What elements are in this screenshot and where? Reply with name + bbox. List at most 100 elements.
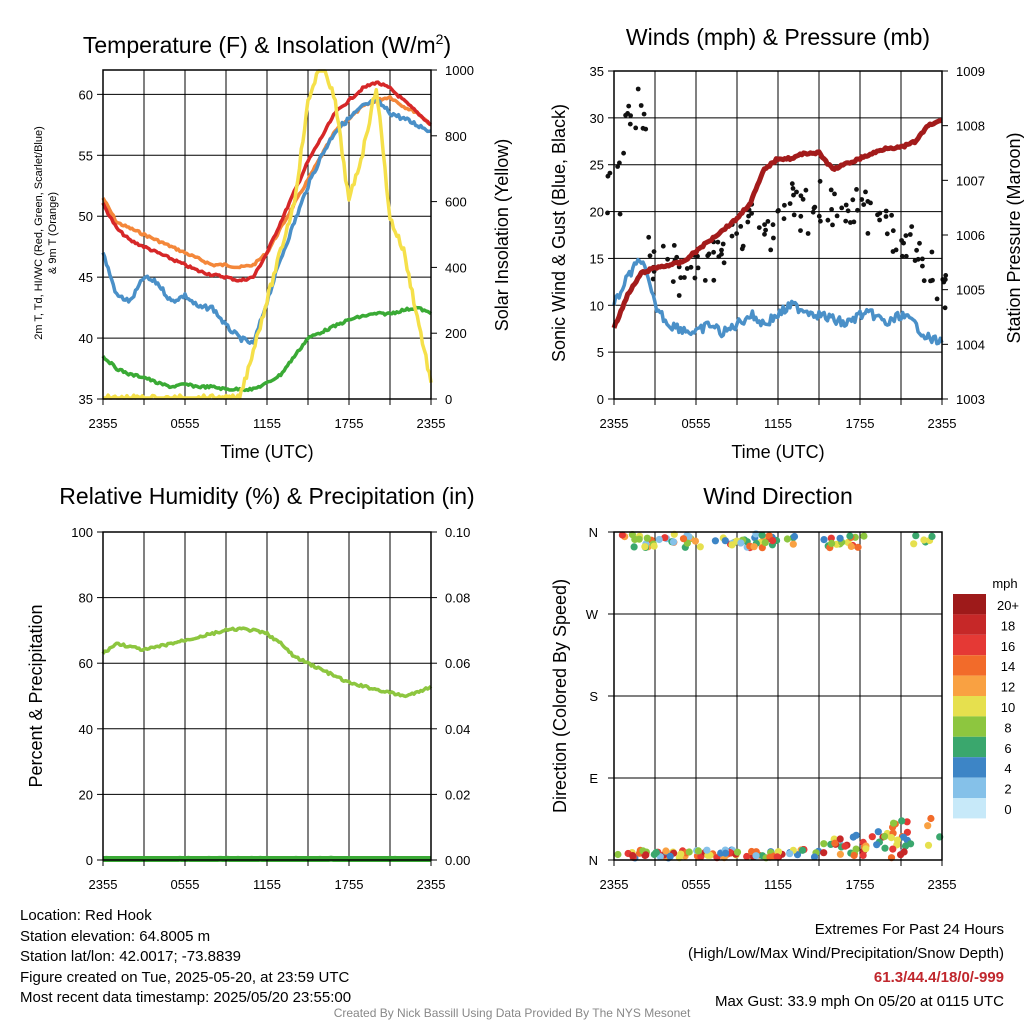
direction-point bbox=[750, 543, 758, 551]
legend-label: 6 bbox=[1004, 741, 1011, 756]
legend-swatch bbox=[953, 634, 986, 656]
gust-point bbox=[805, 231, 811, 236]
direction-point bbox=[721, 537, 729, 545]
y-tick-label: N bbox=[589, 525, 598, 540]
direction-point bbox=[828, 539, 836, 548]
gust-point bbox=[762, 222, 767, 228]
direction-point bbox=[694, 847, 703, 855]
gust-point bbox=[671, 243, 677, 248]
winds-title: Winds (mph) & Pressure (mb) bbox=[626, 24, 930, 50]
direction-point bbox=[854, 543, 862, 551]
y-tick-label: 80 bbox=[79, 591, 93, 606]
gust-point bbox=[890, 228, 896, 234]
x-tick-label: 2355 bbox=[417, 416, 446, 431]
gust-point bbox=[934, 296, 940, 302]
gust-point bbox=[899, 253, 905, 259]
gust-point bbox=[855, 207, 860, 213]
gust-point bbox=[861, 202, 867, 208]
gust-point bbox=[617, 160, 622, 166]
gust-point bbox=[605, 173, 611, 179]
gust-point bbox=[789, 181, 795, 187]
gust-point bbox=[628, 113, 633, 118]
direction-point bbox=[898, 817, 906, 825]
y2-tick-label: 0.10 bbox=[445, 525, 470, 540]
direction-point bbox=[642, 851, 650, 859]
gust-point bbox=[695, 253, 700, 259]
direction-ylabel-left: Direction (Colored By Speed) bbox=[550, 579, 570, 813]
y2-tick-label: 0.06 bbox=[445, 656, 470, 671]
gust-point bbox=[646, 234, 652, 240]
station-latlon: Station lat/lon: 42.0017; -73.8839 bbox=[20, 948, 242, 965]
gust-point bbox=[798, 228, 803, 234]
direction-point bbox=[920, 536, 928, 544]
gust-point bbox=[877, 217, 882, 223]
direction-point bbox=[677, 850, 685, 858]
gust-point bbox=[803, 187, 809, 193]
direction-point bbox=[679, 535, 688, 543]
gust-point bbox=[798, 193, 804, 199]
gust-point bbox=[782, 202, 787, 208]
direction-point bbox=[789, 540, 797, 548]
direction-point bbox=[846, 532, 854, 540]
gust-point bbox=[770, 222, 776, 228]
y-tick-label: E bbox=[589, 771, 598, 786]
direction-point bbox=[655, 535, 663, 544]
direction-point bbox=[696, 543, 704, 551]
y2-tick-label: 1006 bbox=[956, 228, 985, 243]
extremes-heading: Extremes For Past 24 Hours bbox=[814, 921, 1004, 938]
y-tick-label: 45 bbox=[79, 270, 93, 285]
gust-point bbox=[798, 213, 804, 219]
direction-point bbox=[903, 818, 911, 826]
x-tick-label: 2355 bbox=[600, 877, 629, 892]
y2-tick-label: 1000 bbox=[445, 63, 474, 78]
direction-title: Wind Direction bbox=[703, 483, 853, 509]
gust-point bbox=[810, 209, 816, 215]
direction-gridlines bbox=[614, 532, 942, 860]
x-tick-label: 1155 bbox=[253, 877, 281, 892]
gust-point bbox=[762, 231, 767, 237]
x-tick-label: 1155 bbox=[764, 416, 792, 431]
gust-point bbox=[641, 111, 647, 117]
temperature-ticks: 2355 0555 1155 1755 235535404550556002004006… bbox=[79, 63, 474, 431]
temperature-ylabel-right: Solar Insolation (Yellow) bbox=[492, 139, 512, 331]
direction-point bbox=[662, 847, 670, 855]
winds-ylabel-right: Station Pressure (Maroon) bbox=[1004, 132, 1024, 343]
gust-point bbox=[883, 214, 889, 219]
gust-point bbox=[647, 253, 653, 259]
temperature-ylabel-line2: & 9m T (Orange) bbox=[47, 192, 59, 274]
gust-point bbox=[907, 232, 913, 237]
y-tick-label: 10 bbox=[590, 298, 604, 313]
direction-point bbox=[790, 532, 799, 541]
y-tick-label: 35 bbox=[590, 64, 604, 79]
gust-point bbox=[738, 224, 744, 229]
direction-point bbox=[685, 848, 693, 856]
gust-point bbox=[660, 243, 666, 249]
gust-point bbox=[684, 266, 690, 271]
gust-point bbox=[818, 218, 823, 224]
direction-point bbox=[903, 828, 912, 836]
direction-point bbox=[881, 832, 889, 841]
legend-swatch bbox=[953, 675, 986, 696]
humidity-gridlines bbox=[103, 532, 431, 860]
gust-point bbox=[702, 278, 708, 283]
y2-tick-label: 800 bbox=[445, 129, 467, 144]
gust-point bbox=[638, 103, 644, 108]
gust-point bbox=[716, 254, 722, 260]
gust-point bbox=[940, 277, 946, 282]
direction-point bbox=[661, 534, 669, 542]
y-tick-label: 40 bbox=[79, 722, 93, 737]
gust-point bbox=[756, 225, 762, 231]
x-tick-label: 2355 bbox=[928, 877, 957, 892]
recent-timestamp: Most recent data timestamp: 2025/05/20 2… bbox=[20, 989, 352, 1006]
direction-point bbox=[827, 534, 835, 542]
gust-point bbox=[903, 233, 909, 239]
y2-tick-label: 0.00 bbox=[445, 853, 470, 868]
direction-point bbox=[798, 846, 807, 854]
direction-point bbox=[733, 848, 742, 856]
gust-point bbox=[884, 231, 890, 237]
gust-point bbox=[863, 189, 868, 195]
direction-point bbox=[873, 841, 881, 849]
gust-point bbox=[791, 192, 796, 198]
gust-point bbox=[640, 125, 646, 131]
direction-point bbox=[769, 537, 777, 545]
